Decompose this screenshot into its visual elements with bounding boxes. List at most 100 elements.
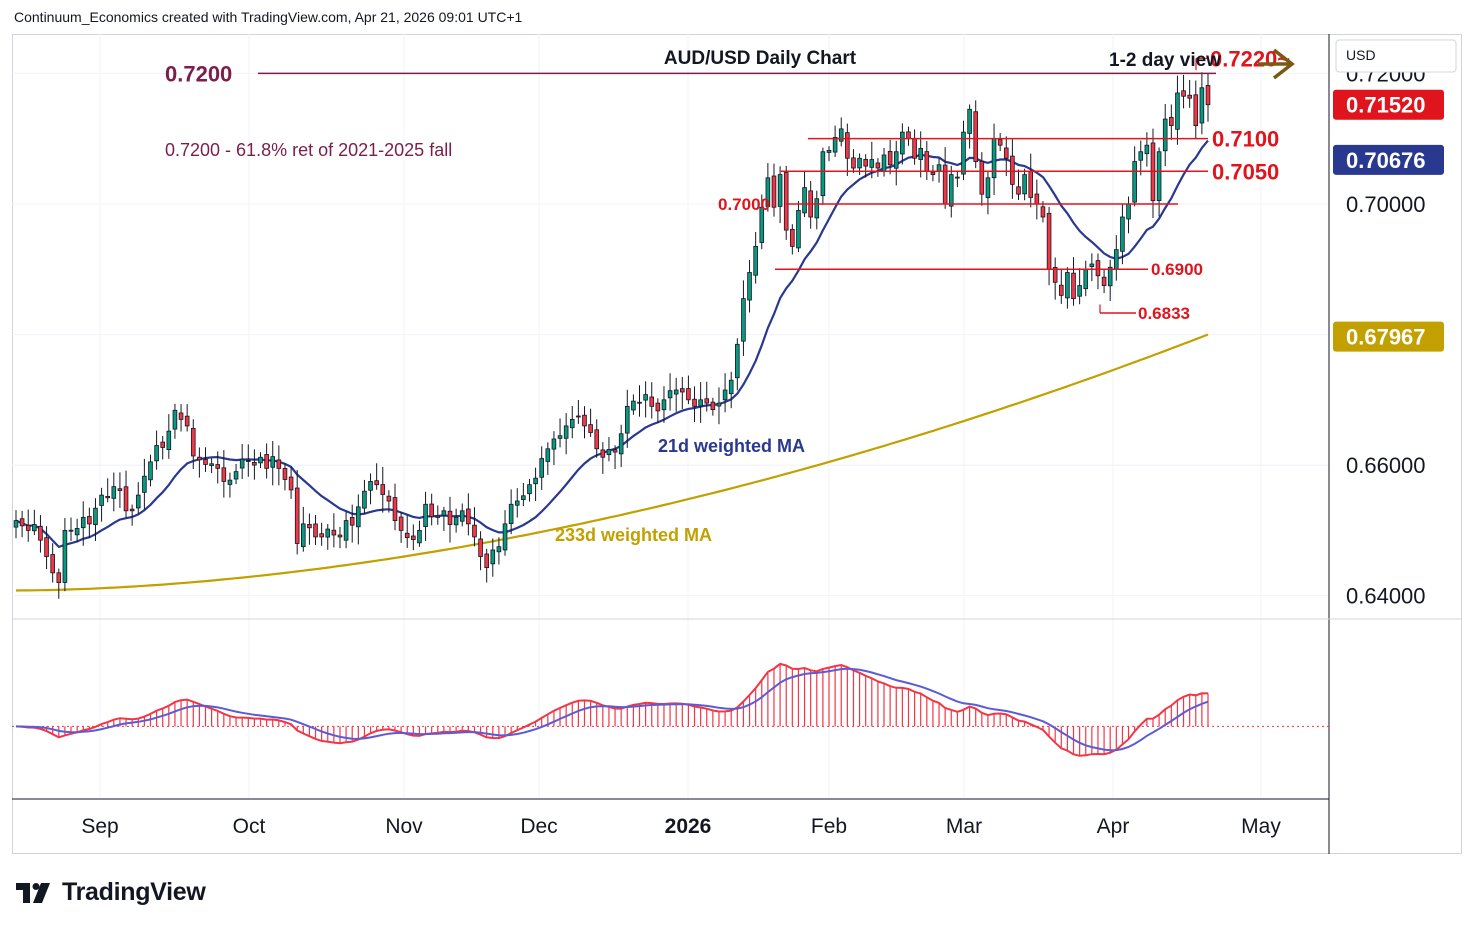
candle: [209, 458, 214, 474]
candle: [1162, 103, 1168, 167]
axis-tag-box: [1333, 89, 1444, 120]
candle: [887, 139, 893, 175]
candle: [38, 515, 43, 553]
candle-body: [973, 111, 979, 162]
candle-body: [453, 516, 459, 526]
candle: [796, 201, 801, 253]
candle: [288, 466, 294, 499]
candle: [612, 445, 618, 470]
candle-body: [245, 460, 251, 462]
candle: [673, 377, 679, 412]
y-tick-label: 0.70000: [1346, 192, 1426, 217]
candle-body: [979, 160, 985, 195]
candle-body: [325, 528, 331, 538]
candle-body: [288, 476, 294, 491]
candle: [466, 493, 471, 536]
candle-body: [1022, 174, 1027, 195]
candle-body: [221, 467, 227, 482]
candle: [563, 413, 569, 455]
candle: [197, 447, 202, 478]
candle: [19, 510, 25, 538]
candle: [117, 472, 123, 508]
level-label-0.7220: 0.7220~: [1210, 46, 1290, 71]
candle: [1205, 73, 1211, 122]
candle: [337, 526, 343, 549]
candle-body: [765, 177, 771, 207]
candle: [1034, 179, 1040, 220]
candle: [398, 511, 404, 543]
candle: [459, 503, 465, 527]
candle: [893, 140, 899, 186]
level-label-0.6900: 0.6900: [1151, 260, 1203, 279]
candle-body: [631, 400, 636, 411]
candle-body: [362, 490, 367, 509]
candle-body: [160, 441, 166, 448]
candle-body: [386, 495, 392, 502]
candle-body: [50, 554, 55, 574]
candle: [753, 231, 758, 284]
candle-body: [649, 396, 655, 407]
candle: [25, 509, 31, 542]
candle-body: [123, 486, 129, 512]
candle: [1022, 168, 1027, 201]
candle: [747, 260, 752, 313]
candle: [906, 126, 911, 146]
candle-body: [539, 458, 544, 478]
candle: [87, 507, 92, 538]
candle: [539, 446, 544, 491]
candle-body: [796, 210, 801, 249]
candle-body: [502, 523, 508, 551]
candle-body: [294, 487, 300, 544]
candle: [1156, 147, 1162, 217]
candle: [618, 424, 624, 468]
candle-body: [832, 136, 838, 153]
candle: [1199, 72, 1205, 135]
osc-fast-line: [15, 662, 1209, 757]
candle: [759, 194, 765, 250]
candle: [716, 387, 722, 425]
currency-button[interactable]: USD: [1335, 39, 1457, 73]
candle: [123, 470, 129, 518]
candle-body: [655, 402, 661, 412]
candle: [735, 338, 740, 391]
ma21-path: [15, 139, 1209, 549]
candle-body: [154, 445, 159, 462]
candle-body: [594, 429, 600, 450]
arrow-right-icon: [1258, 48, 1295, 80]
chart-title: AUD/USD Daily Chart: [664, 48, 857, 69]
candle-body: [99, 494, 104, 506]
candle: [1052, 257, 1058, 300]
candle: [184, 404, 190, 432]
candle: [1144, 132, 1150, 167]
tradingview-logo[interactable]: TradingView: [16, 878, 206, 907]
candle-body: [56, 572, 62, 584]
candle-body: [129, 508, 135, 512]
candle-body: [496, 546, 502, 553]
candle: [490, 538, 496, 577]
candle: [851, 149, 856, 173]
candle: [1120, 203, 1125, 265]
candle-body: [490, 549, 496, 565]
candle-body: [661, 399, 667, 411]
candle: [1028, 153, 1034, 208]
candle: [710, 397, 716, 416]
candle-body: [44, 537, 49, 557]
tradingview-logo-icon: [16, 882, 50, 903]
axes: 0.720000.700000.660000.640000.715200.706…: [81, 61, 1444, 838]
candle: [362, 479, 367, 515]
candle-body: [851, 157, 856, 169]
candle: [521, 483, 526, 506]
candle-body: [710, 401, 716, 411]
candle-body: [753, 245, 758, 276]
candle: [374, 463, 379, 490]
candle-body: [881, 154, 887, 172]
candle: [686, 375, 691, 405]
candle: [252, 449, 257, 480]
candle-body: [343, 520, 349, 541]
candle-body: [716, 402, 722, 407]
candle: [441, 506, 447, 531]
candle-body: [1107, 266, 1113, 287]
level-label-0.7000: 0.7000: [718, 195, 770, 214]
candle-body: [105, 495, 110, 499]
